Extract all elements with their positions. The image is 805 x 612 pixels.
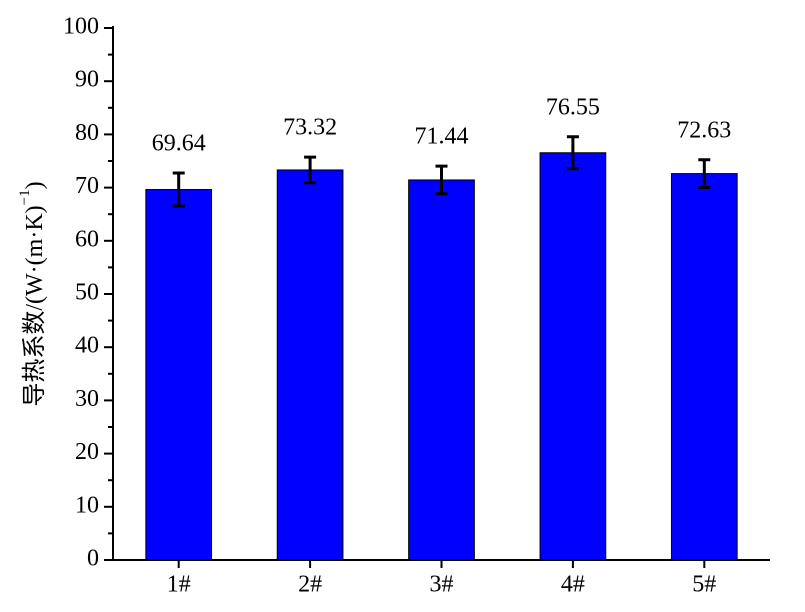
y-tick-label: 10 (75, 492, 99, 518)
x-tick-label: 5# (692, 572, 716, 598)
y-tick-label: 20 (75, 439, 99, 465)
value-label: 69.64 (152, 131, 206, 157)
value-label: 72.63 (677, 117, 731, 143)
y-tick-label: 60 (75, 226, 99, 252)
error-bar (566, 135, 579, 171)
y-tick-label: 80 (75, 120, 99, 146)
y-tick-label: 90 (75, 67, 99, 93)
y-tick-label: 40 (75, 333, 99, 359)
y-tick-label: 0 (87, 546, 99, 572)
bar (145, 189, 213, 561)
x-tick-label: 3# (430, 572, 454, 598)
error-bar (304, 155, 317, 185)
bar (539, 152, 607, 561)
y-tick-label: 70 (75, 173, 99, 199)
bar (276, 169, 344, 561)
error-bar (435, 164, 448, 196)
bar (408, 179, 475, 561)
value-label: 76.55 (546, 94, 600, 120)
x-tick-label: 1# (167, 572, 191, 598)
y-label-sup: −1 (17, 189, 33, 205)
y-axis-label: 导热系数/(W·(m·K)−1) (17, 181, 47, 406)
value-label: 73.32 (283, 115, 337, 141)
y-tick-label: 50 (75, 280, 99, 306)
y-tick-label: 30 (75, 386, 99, 412)
value-label: 71.44 (415, 124, 469, 150)
bar (670, 173, 738, 561)
y-tick-label: 100 (63, 14, 99, 40)
error-bar (698, 158, 711, 189)
error-bar (172, 171, 185, 208)
y-label-end: ) (22, 181, 48, 189)
x-tick-label: 4# (561, 572, 585, 598)
y-label-main: 导热系数/(W·(m·K) (21, 205, 48, 406)
x-tick-label: 2# (298, 572, 322, 598)
